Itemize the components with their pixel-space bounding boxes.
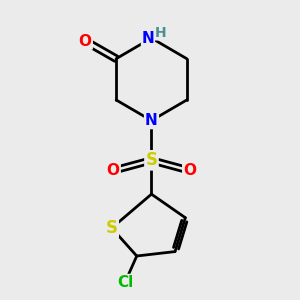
Text: O: O [183, 163, 196, 178]
Text: Cl: Cl [117, 275, 133, 290]
Text: H: H [155, 26, 167, 40]
Text: O: O [107, 163, 120, 178]
Text: N: N [145, 113, 158, 128]
Text: S: S [106, 219, 118, 237]
Text: N: N [142, 31, 154, 46]
Text: S: S [146, 151, 158, 169]
Text: O: O [79, 34, 92, 49]
